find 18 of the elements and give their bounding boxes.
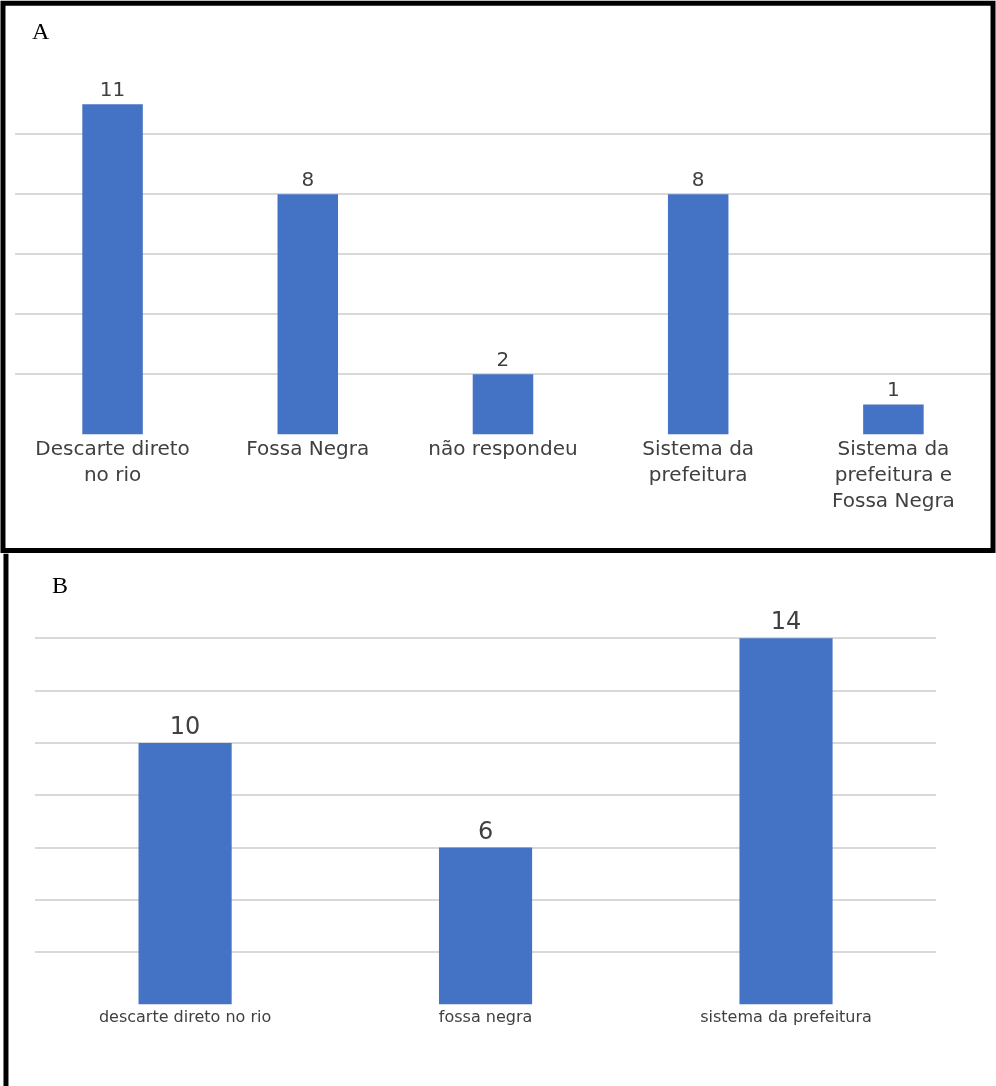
x-tick-label: fossa negra [438,1006,533,1026]
x-tick-label: Fossa Negra [246,436,370,461]
chart-title: A [32,18,50,44]
data-label: 6 [477,816,494,845]
x-tick-label: não respondeu [428,436,578,461]
data-label: 14 [770,607,802,636]
chart-title: B [52,572,69,598]
data-label: 8 [691,167,705,192]
x-tick-label: sistema da prefeitura [700,1006,872,1026]
data-label: 10 [169,711,201,740]
data-label: 8 [301,167,315,192]
data-label: 2 [496,347,510,372]
x-tick-label: Descarte direto no rio [35,436,190,487]
data-label: 1 [887,377,900,402]
x-tick-label: Sistema da prefeitura [642,436,755,487]
data-label: 11 [99,77,126,102]
x-tick-label: descarte direto no rio [98,1006,272,1026]
x-tick-label: Sistema da prefeitura e Fossa Negra [831,436,955,513]
